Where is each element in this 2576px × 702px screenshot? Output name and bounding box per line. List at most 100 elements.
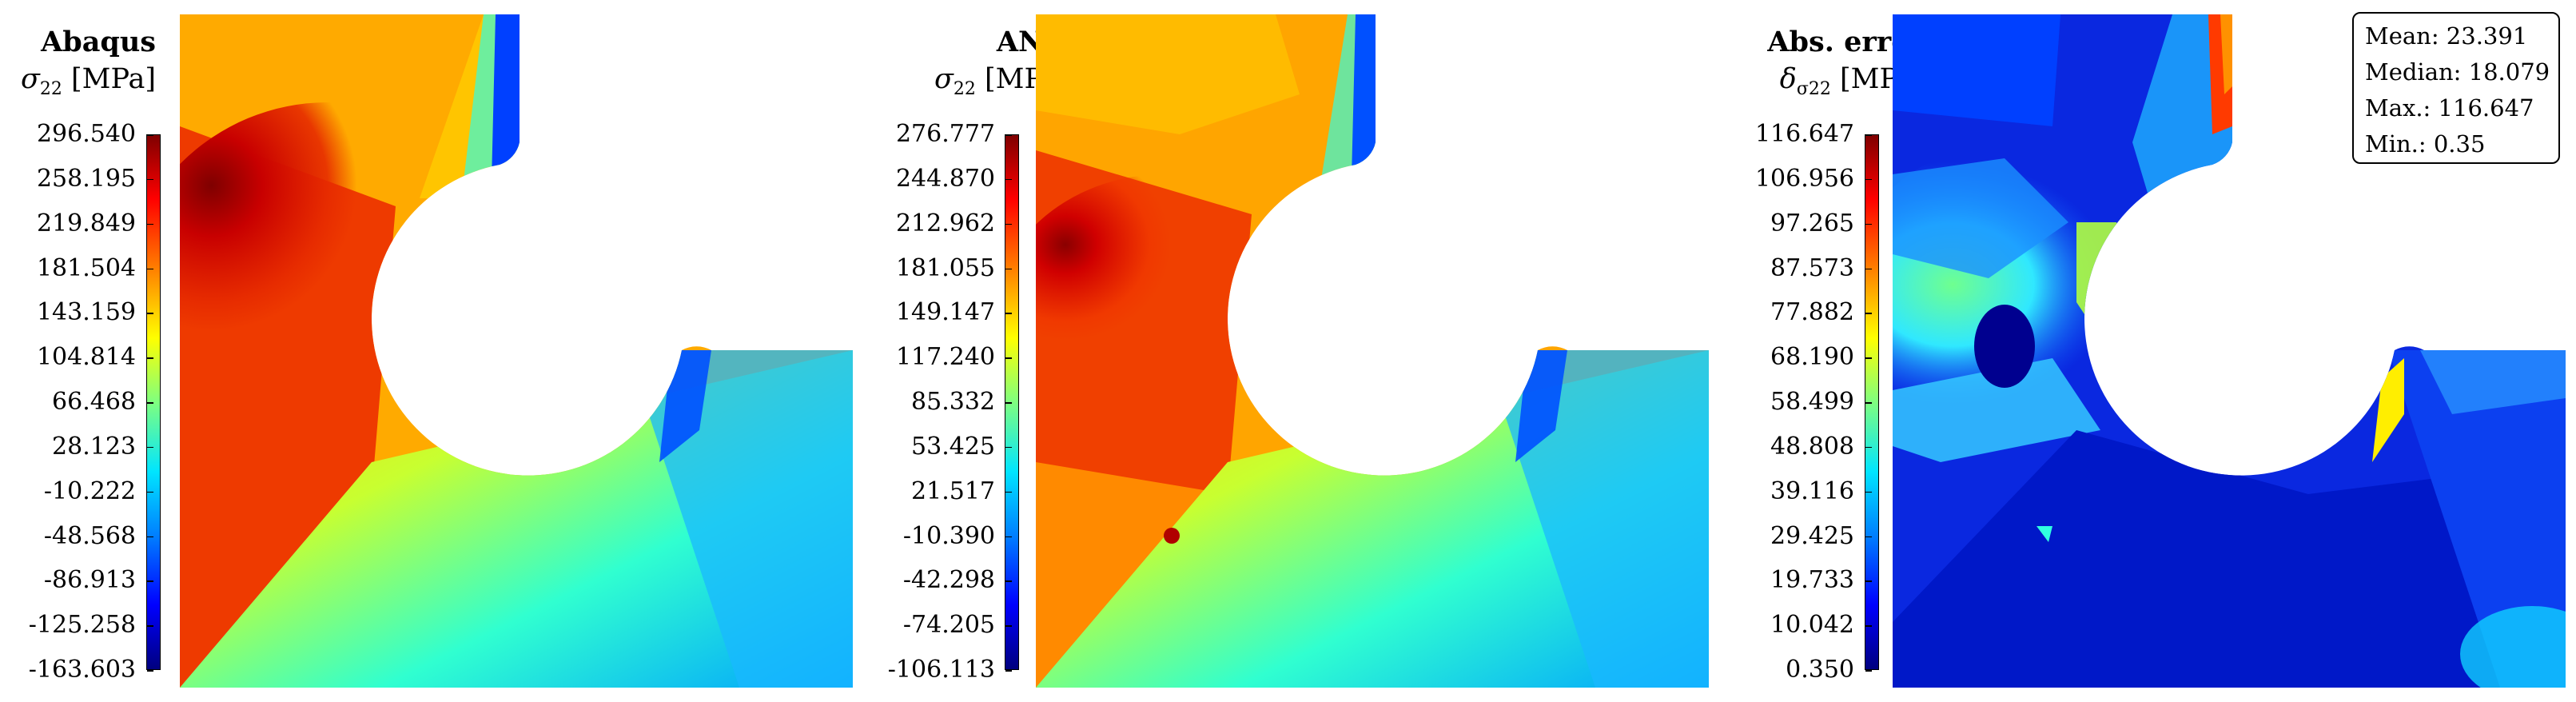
tick-label: 66.468: [52, 388, 136, 416]
colorbar-ticks: 116.647 106.956 97.265 87.573 77.882 68.…: [1718, 122, 1854, 682]
contour-field-ann: [1036, 14, 1709, 688]
colorbar-tick-mark: [1005, 357, 1012, 359]
colorbar-tick-mark: [147, 670, 153, 672]
colorbar-tick-mark: [1865, 357, 1872, 359]
colorbar-tick-mark: [147, 580, 153, 582]
panel-abaqus: Abaqus σ22 [MPa] 296.540 258.195 219.849…: [0, 0, 859, 702]
colorbar-tick-mark: [1865, 446, 1872, 449]
tick-label: -106.113: [887, 656, 995, 684]
stat-mean: Mean: 23.391: [2365, 22, 2528, 50]
colorbar: [1865, 134, 1879, 672]
colorbar-tick-mark: [1005, 625, 1012, 627]
quantity-symbol: δ: [1779, 63, 1797, 95]
stat-max: Max.: 116.647: [2365, 94, 2534, 122]
tick-label: 181.504: [36, 253, 136, 282]
colorbar-tick-mark: [1005, 580, 1012, 582]
colorbar: [1005, 134, 1019, 672]
tick-label: -163.603: [28, 656, 136, 684]
colorbar-tick-mark: [1005, 313, 1012, 314]
tick-label: 181.055: [895, 253, 995, 282]
colorbar-tick-mark: [1865, 625, 1872, 627]
contour-field-abaqus: [180, 14, 853, 688]
colorbar: [146, 134, 161, 672]
quantity-subscript: σ22: [1796, 79, 1831, 99]
tick-label: 85.332: [911, 388, 995, 416]
tick-label: 219.849: [36, 209, 136, 237]
tick-label: 68.190: [1770, 343, 1854, 372]
legend-quantity: σ22 [MPa]: [21, 61, 156, 108]
colorbar-tick-mark: [1865, 402, 1872, 404]
colorbar-tick-mark: [1865, 268, 1872, 269]
colorbar-tick-mark: [1005, 134, 1012, 136]
panel-abs-error: Abs. error δσ22 [MPa] 116.647 106.956 97…: [1718, 0, 2576, 702]
tick-label: 244.870: [895, 164, 995, 193]
quantity-subscript: 22: [39, 79, 62, 99]
colorbar-tick-mark: [147, 491, 153, 493]
tick-label: 106.956: [1754, 164, 1854, 193]
colorbar-tick-mark: [1865, 223, 1872, 225]
colorbar-tick-mark: [1865, 313, 1872, 314]
stat-min: Min.: 0.35: [2365, 130, 2486, 158]
stat-median: Median: 18.079: [2365, 58, 2550, 86]
tick-label: -48.568: [43, 521, 136, 550]
tick-label: 276.777: [895, 120, 995, 148]
colorbar-tick-mark: [1005, 402, 1012, 404]
colorbar-tick-mark: [1005, 178, 1012, 181]
tick-label: -10.390: [902, 521, 995, 550]
colorbar-tick-mark: [147, 178, 153, 181]
tick-label: 39.116: [1770, 477, 1854, 505]
colorbar-tick-mark: [1005, 223, 1012, 225]
quantity-unit: [MPa]: [62, 63, 156, 95]
legend-title: Abaqus σ22 [MPa]: [21, 24, 156, 108]
tick-label: -42.298: [902, 566, 995, 595]
tick-label: 19.733: [1770, 566, 1854, 595]
tick-label: 116.647: [1754, 120, 1854, 148]
colorbar-tick-mark: [1865, 580, 1872, 582]
colorbar-tick-mark: [147, 625, 153, 627]
contour-field-abs-error: [1893, 14, 2566, 688]
colorbar-tick-mark: [1865, 536, 1872, 537]
tick-label: -86.913: [43, 566, 136, 595]
tick-label: 53.425: [911, 432, 995, 461]
tick-label: 87.573: [1770, 253, 1854, 282]
tick-label: 58.499: [1770, 388, 1854, 416]
colorbar-tick-mark: [1865, 178, 1872, 181]
tick-label: 258.195: [36, 164, 136, 193]
tick-label: 212.962: [895, 209, 995, 237]
colorbar-tick-mark: [147, 402, 153, 404]
tick-label: 48.808: [1770, 432, 1854, 461]
tick-label: 296.540: [36, 120, 136, 148]
colorbar-tick-mark: [1005, 536, 1012, 537]
tick-label: 97.265: [1770, 209, 1854, 237]
tick-label: -74.205: [902, 611, 995, 640]
colorbar-tick-mark: [147, 134, 153, 136]
colorbar-tick-mark: [147, 223, 153, 225]
colorbar-tick-mark: [1005, 268, 1012, 269]
colorbar-tick-mark: [147, 536, 153, 537]
tick-label: 149.147: [895, 298, 995, 327]
legend-name: Abaqus: [41, 26, 156, 58]
tick-label: 117.240: [895, 343, 995, 372]
tick-label: -125.258: [28, 611, 136, 640]
tick-label: -10.222: [43, 477, 136, 505]
colorbar-tick-mark: [147, 268, 153, 269]
colorbar-tick-mark: [1005, 491, 1012, 493]
colorbar-tick-mark: [1865, 134, 1872, 136]
tick-label: 0.350: [1786, 656, 1854, 684]
colorbar-tick-mark: [1865, 491, 1872, 493]
error-stats-box: Mean: 23.391 Median: 18.079 Max.: 116.64…: [2352, 12, 2560, 164]
colorbar-ticks: 276.777 244.870 212.962 181.055 149.147 …: [859, 122, 995, 682]
panel-ann: ANN σ22 [MPa] 276.777 244.870 212.962 18…: [859, 0, 1718, 702]
quantity-symbol: σ: [934, 63, 954, 95]
colorbar-tick-mark: [147, 446, 153, 449]
colorbar-tick-mark: [147, 357, 153, 359]
tick-label: 29.425: [1770, 521, 1854, 550]
tick-label: 143.159: [36, 298, 136, 327]
tick-label: 77.882: [1770, 298, 1854, 327]
tick-label: 21.517: [911, 477, 995, 505]
tick-label: 28.123: [52, 432, 136, 461]
quantity-symbol: σ: [20, 63, 40, 95]
tick-label: 10.042: [1770, 611, 1854, 640]
tick-label: 104.814: [36, 343, 136, 372]
colorbar-ticks: 296.540 258.195 219.849 181.504 143.159 …: [0, 122, 136, 682]
